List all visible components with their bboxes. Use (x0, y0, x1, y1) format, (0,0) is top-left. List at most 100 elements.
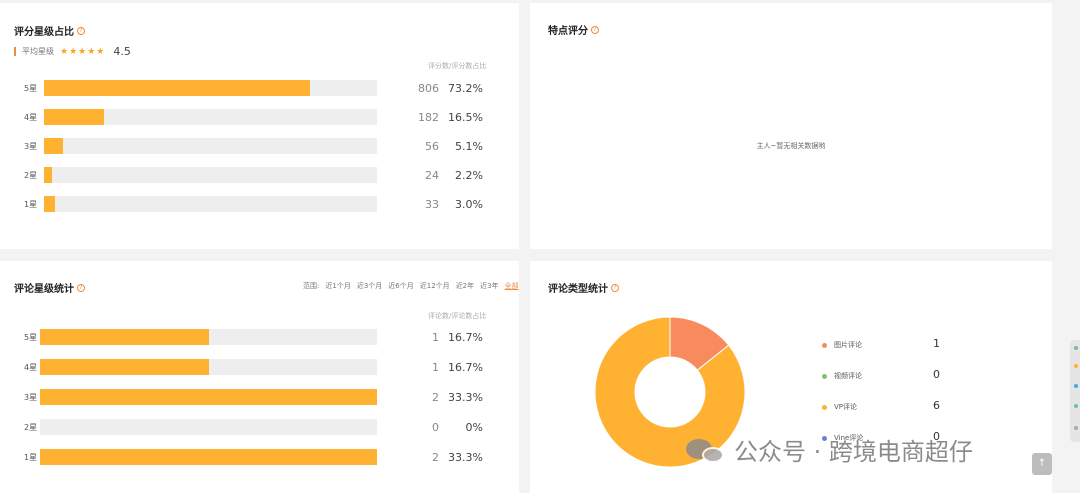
feature-score-title-text: 特点评分 (548, 26, 588, 37)
star-row: 3星 2 33.3% (0, 389, 519, 407)
arrow-up-icon: ↑ (1037, 458, 1047, 469)
range-option-1m[interactable]: 近1个月 (325, 282, 351, 290)
row-count: 182 (418, 111, 439, 124)
wechat-icon (686, 435, 726, 465)
row-percent: 16.7% (448, 361, 483, 374)
row-count: 1 (432, 361, 439, 374)
review-star-stats-title: 评论星级统计 ? (14, 280, 85, 295)
review-star-stats-title-text: 评论星级统计 (14, 284, 74, 295)
range-option-2y[interactable]: 近2年 (455, 282, 475, 290)
row-count: 1 (432, 331, 439, 344)
star-label: 3星 (24, 393, 38, 402)
scroll-to-top-button[interactable]: ↑ (1032, 453, 1052, 475)
star-row: 4星 1 16.7% (0, 359, 519, 377)
star-label: 1星 (24, 453, 38, 462)
row-percent: 33.3% (448, 391, 483, 404)
average-marker (14, 47, 16, 56)
row-percent: 16.7% (448, 331, 483, 344)
star-row: 3星 56 5.1% (0, 138, 519, 156)
range-label: 范围: (303, 282, 320, 290)
legend-value: 0 (933, 368, 940, 381)
row-percent: 73.2% (448, 82, 483, 95)
bar-track (44, 138, 377, 154)
review-column-header: 评论数/评论数占比 (428, 312, 487, 320)
range-option-3y[interactable]: 近3年 (480, 282, 499, 290)
legend-dot (822, 373, 827, 379)
star-label: 4星 (24, 363, 38, 372)
range-option-3m[interactable]: 近3个月 (356, 282, 383, 290)
bar-track (44, 196, 377, 212)
help-icon[interactable]: ? (611, 283, 619, 292)
bar-track (40, 419, 377, 435)
legend-value: 1 (933, 337, 940, 350)
star-label: 3星 (24, 142, 38, 151)
bar-track (40, 329, 377, 345)
row-percent: 16.5% (448, 111, 483, 124)
feature-score-title: 特点评分 ? (548, 22, 599, 37)
star-row: 4星 182 16.5% (0, 109, 519, 127)
row-percent: 5.1% (455, 140, 483, 153)
bar-fill (40, 389, 377, 405)
help-icon[interactable]: ? (77, 26, 85, 35)
range-option-12m[interactable]: 近12个月 (419, 282, 450, 290)
legend-label: VP评论 (834, 403, 858, 411)
average-rating: 平均星级 ★★★★★ 4.5 (14, 45, 131, 58)
bar-track (44, 109, 377, 125)
row-percent: 0% (465, 421, 483, 434)
legend-dot (822, 435, 827, 441)
help-icon[interactable]: ? (591, 25, 599, 34)
bar-fill (44, 196, 55, 212)
range-option-6m[interactable]: 近6个月 (388, 282, 414, 290)
rating-ratio-card: 评分星级占比 ? 平均星级 ★★★★★ 4.5 评分数/评分数占比 5星 806 7… (0, 3, 519, 249)
star-label: 4星 (24, 113, 38, 122)
range-filter: 范围: 近1个月 近3个月 近6个月 近12个月 近2年 近3年 全部 (303, 281, 519, 291)
legend-label: 图片评论 (834, 341, 862, 349)
legend-label: 视频评论 (834, 372, 862, 380)
range-option-all[interactable]: 全部 (504, 282, 519, 290)
legend-value: 6 (933, 399, 940, 412)
legend-item[interactable]: Vine评论 (822, 432, 863, 444)
star-row: 2星 0 0% (0, 419, 519, 437)
rating-column-header: 评分数/评分数占比 (428, 62, 487, 70)
legend-value: 0 (933, 430, 940, 443)
rating-ratio-title-text: 评分星级占比 (14, 27, 74, 38)
bar-track (40, 449, 377, 465)
star-label: 5星 (24, 84, 38, 93)
bar-fill (44, 167, 52, 183)
bar-fill (44, 109, 104, 125)
feature-score-card: 特点评分 ? 主人~暂无相关数据哟 (530, 3, 1052, 249)
legend-dot (822, 404, 827, 410)
row-count: 56 (425, 140, 439, 153)
star-label: 1星 (24, 200, 38, 209)
legend-item[interactable]: 视频评论 (822, 370, 862, 382)
bar-fill (40, 359, 209, 375)
star-label: 5星 (24, 333, 38, 342)
rating-ratio-title: 评分星级占比 ? (14, 23, 85, 38)
average-rating-label: 平均星级 (22, 47, 54, 56)
side-toolbar[interactable] (1070, 340, 1080, 442)
row-percent: 2.2% (455, 169, 483, 182)
row-count: 0 (432, 421, 439, 434)
row-percent: 3.0% (455, 198, 483, 211)
help-icon[interactable]: ? (77, 283, 85, 292)
legend-dot (822, 342, 827, 348)
bar-track (40, 359, 377, 375)
star-row: 1星 2 33.3% (0, 449, 519, 467)
review-star-stats-card: 评论星级统计 ? 评论数/评论数占比 5星 1 16.7% 4星 1 16.7% 3星 2 33… (0, 261, 519, 493)
star-rating-icon: ★★★★★ (60, 46, 106, 57)
row-count: 33 (425, 198, 439, 211)
row-count: 806 (418, 82, 439, 95)
star-row: 5星 1 16.7% (0, 329, 519, 347)
bar-track (44, 80, 377, 96)
bar-track (40, 389, 377, 405)
star-row: 2星 24 2.2% (0, 167, 519, 185)
star-row: 5星 806 73.2% (0, 80, 519, 98)
row-percent: 33.3% (448, 451, 483, 464)
row-count: 24 (425, 169, 439, 182)
legend-item[interactable]: VP评论 (822, 401, 857, 413)
legend-label: Vine评论 (834, 434, 864, 442)
legend-item[interactable]: 图片评论 (822, 339, 862, 351)
star-label: 2星 (24, 423, 38, 432)
watermark: 公众号 · 跨境电商超仔 (686, 432, 973, 467)
star-label: 2星 (24, 171, 38, 180)
